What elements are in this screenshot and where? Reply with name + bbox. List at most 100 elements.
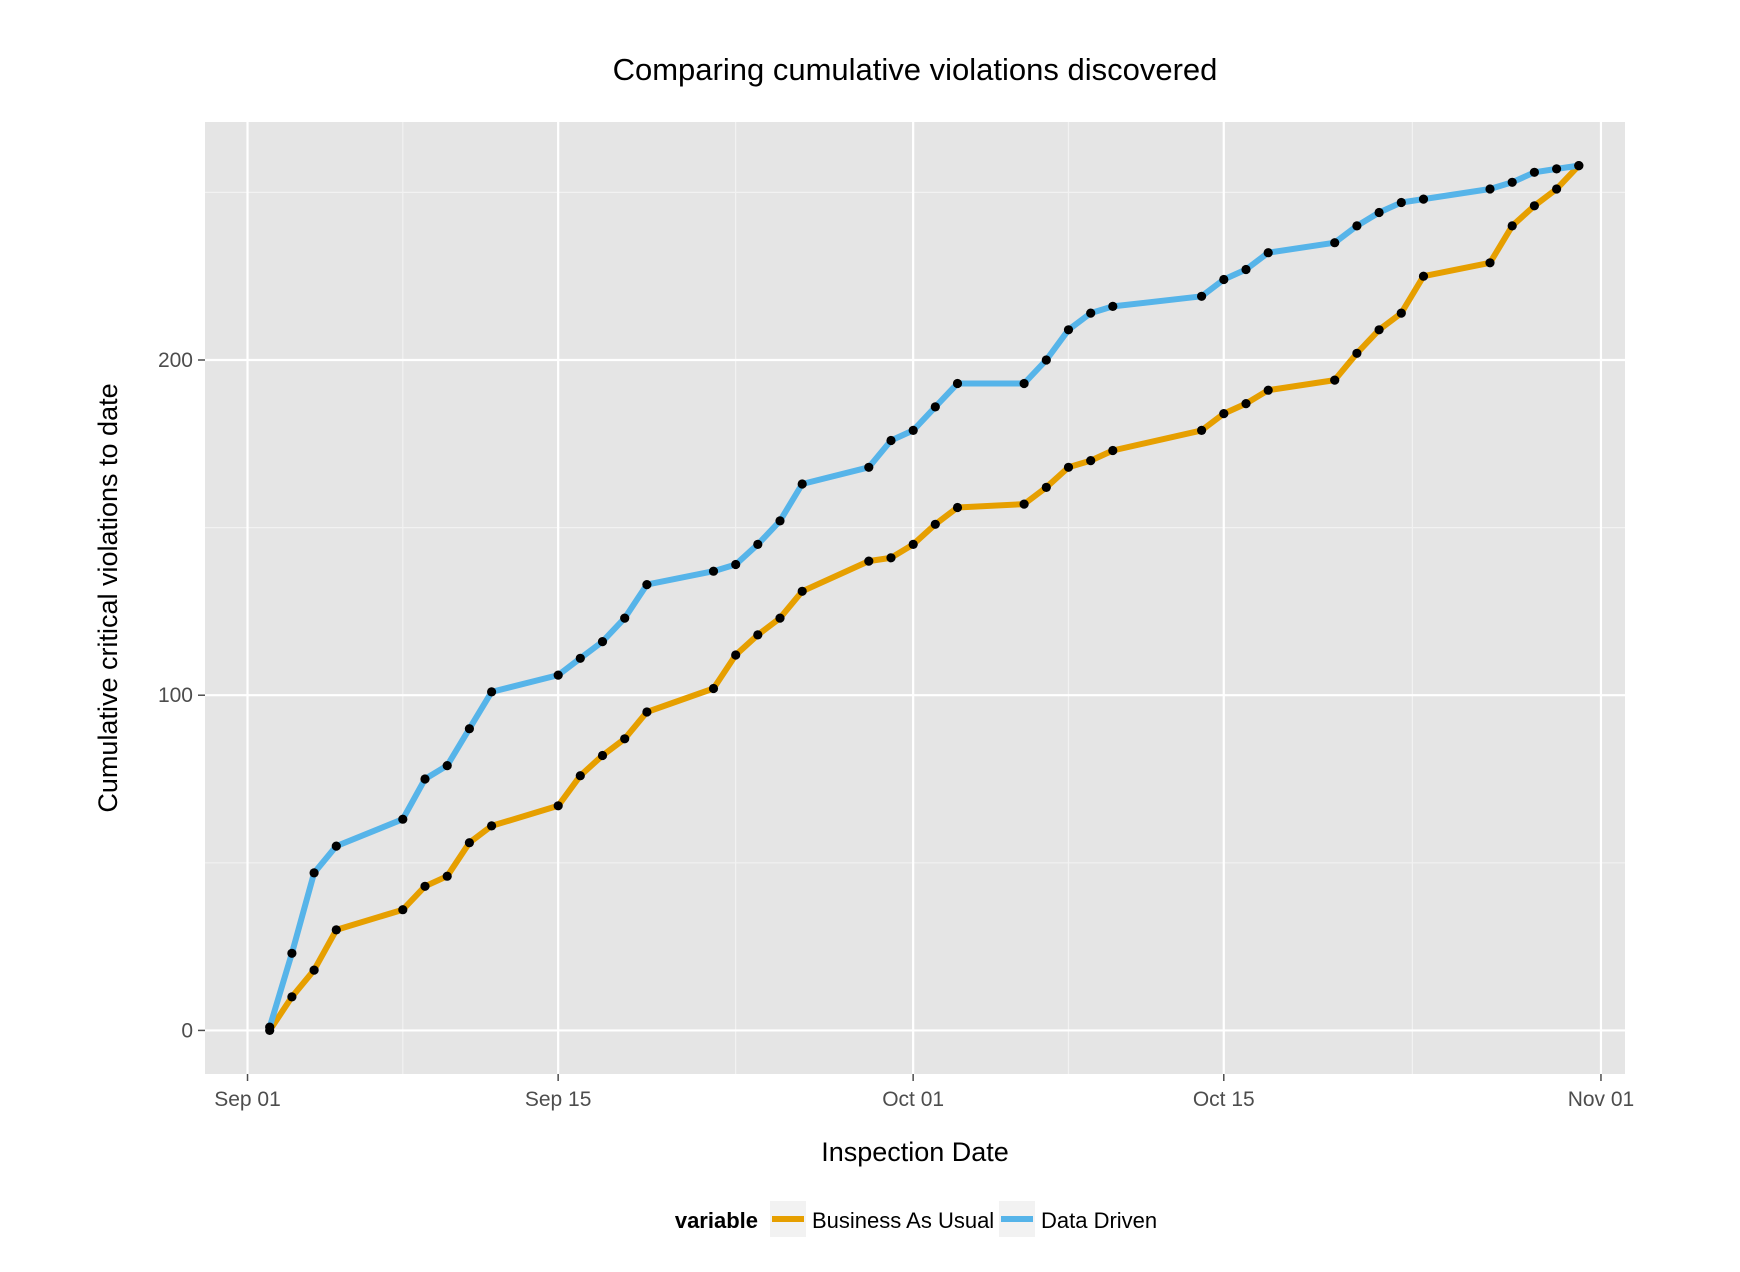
data-point — [287, 992, 297, 1002]
data-point — [1330, 238, 1340, 248]
data-point — [1507, 177, 1517, 187]
data-point — [1529, 201, 1539, 211]
x-tick-label: Oct 01 — [882, 1088, 944, 1111]
data-point — [908, 539, 918, 550]
data-point — [442, 871, 452, 881]
minor-gridlines — [205, 122, 1625, 1074]
data-point — [398, 905, 408, 915]
data-point — [1485, 184, 1495, 194]
data-point — [1418, 271, 1429, 281]
data-point — [930, 402, 940, 412]
data-point — [553, 670, 563, 680]
data-point — [309, 965, 319, 975]
data-point — [908, 425, 918, 435]
x-axis-title: Inspection Date — [821, 1137, 1009, 1167]
data-point — [952, 378, 963, 389]
data-point — [464, 838, 474, 848]
legend-label: Data Driven — [1041, 1208, 1157, 1233]
data-point — [1019, 499, 1029, 509]
y-tick-label: 0 — [181, 1019, 193, 1042]
y-tick-label: 200 — [158, 349, 193, 372]
data-point — [597, 637, 608, 647]
data-point — [708, 683, 719, 694]
data-point — [753, 539, 763, 550]
data-point — [1219, 274, 1229, 285]
data-point — [952, 502, 963, 513]
data-point — [1197, 291, 1207, 301]
data-point — [708, 566, 719, 576]
data-point — [331, 925, 341, 935]
series-points — [265, 161, 1584, 1035]
data-point — [775, 516, 785, 526]
data-point — [930, 519, 940, 529]
data-point — [1396, 308, 1406, 318]
y-axis-title: Cumulative critical violations to date — [93, 383, 123, 812]
legend: variable Business As Usual Data Driven — [675, 1201, 1157, 1237]
data-point — [1108, 445, 1118, 456]
data-point — [1086, 308, 1096, 318]
data-point — [642, 580, 652, 590]
data-point — [731, 650, 741, 660]
data-point — [775, 613, 785, 623]
x-tick-label: Sep 15 — [525, 1088, 592, 1111]
data-point — [1263, 248, 1273, 258]
data-point — [620, 734, 630, 744]
data-point — [1507, 221, 1517, 231]
data-point — [309, 868, 319, 878]
data-point — [420, 881, 430, 891]
data-point — [1485, 258, 1495, 268]
legend-title: variable — [675, 1208, 758, 1233]
data-point — [487, 821, 497, 831]
data-point — [864, 556, 874, 566]
x-tick-label: Sep 01 — [214, 1088, 281, 1111]
x-axis-ticks: Sep 01 Sep 15 Oct 01 Oct 15 Nov 01 — [214, 1074, 1634, 1111]
data-point — [1241, 264, 1251, 275]
y-axis-ticks: 0 100 200 — [158, 349, 205, 1042]
data-point — [1552, 164, 1562, 174]
data-point — [886, 435, 896, 446]
data-point — [1374, 207, 1384, 218]
data-point — [620, 613, 630, 623]
x-tick-label: Nov 01 — [1568, 1088, 1635, 1111]
data-point — [287, 948, 297, 958]
data-point — [1330, 375, 1340, 385]
data-point — [1197, 425, 1207, 435]
data-point — [753, 630, 763, 640]
data-point — [886, 553, 896, 563]
data-point — [331, 841, 341, 851]
data-point — [442, 761, 452, 771]
data-point — [1352, 221, 1362, 231]
data-point — [265, 1022, 275, 1032]
data-point — [1529, 167, 1539, 177]
data-point — [597, 750, 608, 761]
data-point — [797, 586, 807, 596]
data-point — [1219, 409, 1229, 419]
data-point — [464, 724, 474, 734]
legend-label: Business As Usual — [812, 1208, 994, 1233]
plot-background — [205, 122, 1625, 1074]
data-point — [575, 653, 585, 663]
data-point — [1041, 482, 1051, 492]
data-point — [1086, 456, 1096, 466]
x-tick-label: Oct 15 — [1193, 1088, 1255, 1111]
data-point — [797, 479, 807, 489]
data-point — [1352, 348, 1362, 358]
data-point — [1418, 194, 1429, 204]
data-point — [1396, 197, 1406, 208]
data-point — [553, 801, 563, 811]
data-point — [575, 771, 585, 781]
data-point — [864, 462, 874, 472]
data-point — [1063, 325, 1074, 335]
data-point — [1574, 161, 1584, 171]
data-point — [1063, 462, 1074, 472]
data-point — [1041, 355, 1051, 365]
data-point — [1241, 399, 1251, 409]
data-point — [642, 707, 652, 717]
data-point — [1374, 325, 1384, 335]
chart-title: Comparing cumulative violations discover… — [613, 52, 1218, 87]
data-point — [1108, 301, 1118, 311]
data-point — [1552, 184, 1562, 194]
data-point — [1019, 378, 1029, 389]
y-tick-label: 100 — [158, 684, 193, 707]
